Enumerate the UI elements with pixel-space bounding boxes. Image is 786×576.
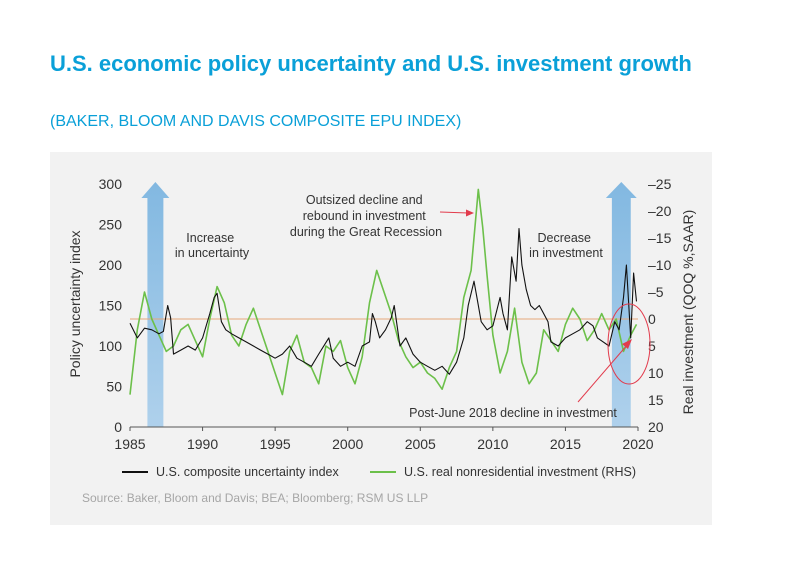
y2-tick-label: 20 — [648, 419, 664, 435]
legend-label-investment: U.S. real nonresidential investment (RHS… — [404, 465, 636, 479]
y-tick-label: 50 — [106, 379, 122, 395]
annotation-arrow-post-2018 — [577, 343, 629, 403]
shaded-arrow-2 — [605, 182, 637, 427]
y2-tick-label: 10 — [648, 365, 664, 381]
x-tick-label: 2005 — [405, 436, 436, 452]
y-tick-label: 150 — [99, 298, 123, 314]
x-tick-label: 2020 — [622, 436, 653, 452]
x-tick-label: 2010 — [477, 436, 508, 452]
y-tick-label: 250 — [99, 217, 123, 233]
y2-tick-label: –20 — [648, 203, 672, 219]
y2-tick-label: –10 — [648, 257, 672, 273]
y2-tick-label: –25 — [648, 176, 672, 192]
y-tick-label: 0 — [114, 419, 122, 435]
annotation-great-recession: Outsized decline and rebound in investme… — [290, 193, 442, 239]
annotation-arrow-great-recession — [439, 211, 469, 214]
chart-svg: 1985 1990 1995 2000 2005 2010 2015 202005010015… — [67, 176, 696, 505]
y-tick-label: 300 — [99, 176, 123, 192]
x-tick-label: 1985 — [114, 436, 145, 452]
x-tick-label: 2015 — [550, 436, 581, 452]
y2-tick-label: 15 — [648, 392, 664, 408]
y2-tick-label: 5 — [648, 338, 656, 354]
annotation-post-2018: Post-June 2018 decline in investment — [409, 406, 617, 420]
annotation-circle — [607, 303, 651, 385]
series-epu-line — [129, 228, 638, 375]
chart-subtitle: (BAKER, BLOOM AND DAVIS COMPOSITE EPU IN… — [50, 113, 462, 130]
legend-label-epu: U.S. composite uncertainty index — [156, 465, 339, 479]
y2-tick-label: –5 — [648, 284, 664, 300]
chart-panel: 1985 1990 1995 2000 2005 2010 2015 2020 0 50 100 15… — [50, 152, 712, 525]
annotation-increase-uncertainty: Increase in uncertainty — [175, 231, 250, 260]
x-tick-label: 1990 — [187, 436, 218, 452]
x-tick-label: 1995 — [260, 436, 291, 452]
y-axis-label: Policy uncertainty index — [67, 230, 83, 377]
y-tick-label: 100 — [99, 338, 123, 354]
y2-axis-label: Real investment (QOQ %,SAAR) — [680, 210, 696, 415]
annotation-arrowhead-post-2018 — [622, 339, 632, 349]
x-tick-label: 2000 — [332, 436, 363, 452]
y2-tick-label: –15 — [648, 230, 672, 246]
annotation-decrease-investment: Decrease in investment — [529, 231, 603, 260]
source-note: Source: Baker, Bloom and Davis; BEA; Blo… — [82, 491, 428, 505]
y-tick-label: 200 — [99, 257, 123, 273]
shaded-arrow-1 — [141, 182, 170, 427]
chart-title: U.S. economic policy uncertainty and U.S… — [50, 51, 692, 76]
y2-tick-label: 0 — [648, 311, 656, 327]
annotation-arrowhead-great-recession — [466, 209, 474, 217]
